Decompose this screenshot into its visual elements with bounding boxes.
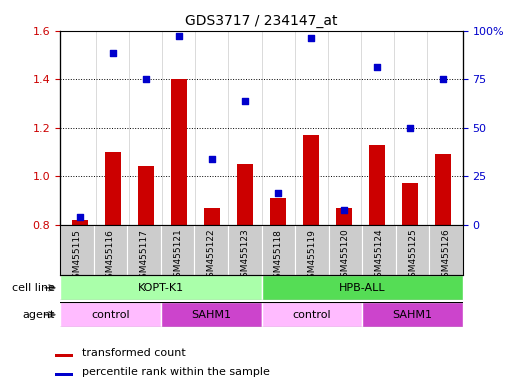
Bar bbox=[55, 354, 73, 357]
Point bbox=[142, 76, 150, 82]
Bar bbox=[195, 225, 228, 275]
Bar bbox=[228, 225, 262, 275]
Bar bbox=[105, 152, 121, 225]
Bar bbox=[362, 302, 463, 327]
Text: transformed count: transformed count bbox=[82, 348, 186, 358]
Bar bbox=[396, 225, 429, 275]
Text: GSM455119: GSM455119 bbox=[308, 228, 316, 283]
Text: GSM455115: GSM455115 bbox=[72, 228, 82, 283]
Bar bbox=[362, 225, 396, 275]
Bar bbox=[60, 302, 161, 327]
Point bbox=[109, 50, 117, 56]
Bar bbox=[262, 275, 463, 300]
Point bbox=[439, 76, 447, 82]
Bar bbox=[72, 220, 88, 225]
Point bbox=[406, 125, 414, 131]
Bar bbox=[429, 225, 463, 275]
Bar bbox=[303, 135, 319, 225]
Text: KOPT-K1: KOPT-K1 bbox=[138, 283, 184, 293]
Bar bbox=[60, 225, 94, 275]
Bar bbox=[262, 225, 295, 275]
Bar bbox=[336, 208, 353, 225]
Text: GSM455120: GSM455120 bbox=[341, 228, 350, 283]
Bar bbox=[170, 79, 187, 225]
Bar bbox=[270, 198, 286, 225]
Point bbox=[76, 214, 84, 220]
Text: percentile rank within the sample: percentile rank within the sample bbox=[82, 367, 270, 377]
Point bbox=[241, 98, 249, 104]
Text: GSM455126: GSM455126 bbox=[441, 228, 451, 283]
Bar bbox=[237, 164, 253, 225]
Text: GSM455124: GSM455124 bbox=[374, 228, 383, 283]
Text: GSM455116: GSM455116 bbox=[106, 228, 115, 283]
Text: agent: agent bbox=[22, 310, 55, 320]
Bar bbox=[369, 145, 385, 225]
Point bbox=[274, 190, 282, 196]
Point bbox=[175, 33, 183, 39]
Bar bbox=[204, 208, 220, 225]
Bar bbox=[161, 225, 195, 275]
Bar bbox=[60, 275, 262, 300]
Bar bbox=[328, 225, 362, 275]
Text: cell line: cell line bbox=[12, 283, 55, 293]
Bar bbox=[262, 302, 362, 327]
Title: GDS3717 / 234147_at: GDS3717 / 234147_at bbox=[185, 14, 338, 28]
Bar bbox=[94, 225, 127, 275]
Point bbox=[307, 35, 315, 41]
Bar bbox=[435, 154, 451, 225]
Text: HPB-ALL: HPB-ALL bbox=[339, 283, 385, 293]
Text: SAHM1: SAHM1 bbox=[191, 310, 231, 320]
Text: GSM455125: GSM455125 bbox=[408, 228, 417, 283]
Bar bbox=[295, 225, 328, 275]
Text: GSM455123: GSM455123 bbox=[240, 228, 249, 283]
Bar bbox=[55, 373, 73, 376]
Bar bbox=[402, 184, 418, 225]
Text: GSM455122: GSM455122 bbox=[207, 228, 215, 283]
Text: control: control bbox=[292, 310, 331, 320]
Point bbox=[340, 207, 348, 213]
Point bbox=[208, 156, 216, 162]
Bar bbox=[127, 225, 161, 275]
Text: control: control bbox=[91, 310, 130, 320]
Text: SAHM1: SAHM1 bbox=[393, 310, 433, 320]
Point bbox=[373, 64, 381, 70]
Bar bbox=[138, 167, 154, 225]
Text: GSM455121: GSM455121 bbox=[173, 228, 182, 283]
Bar bbox=[161, 302, 262, 327]
Text: GSM455118: GSM455118 bbox=[274, 228, 283, 283]
Text: GSM455117: GSM455117 bbox=[140, 228, 149, 283]
